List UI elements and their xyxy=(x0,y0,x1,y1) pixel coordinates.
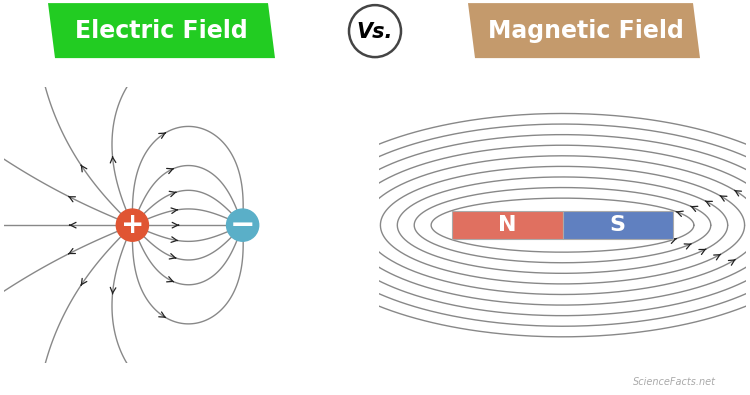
Polygon shape xyxy=(468,3,700,58)
Bar xyxy=(562,211,673,239)
Text: N: N xyxy=(498,215,517,235)
Bar xyxy=(452,211,562,239)
Circle shape xyxy=(116,209,148,241)
Text: Electric Field: Electric Field xyxy=(74,19,248,43)
Text: −: − xyxy=(230,211,255,240)
Text: Magnetic Field: Magnetic Field xyxy=(488,19,684,43)
Text: ScienceFacts.net: ScienceFacts.net xyxy=(633,377,716,387)
Text: Vs.: Vs. xyxy=(357,22,393,42)
Text: S: S xyxy=(610,215,626,235)
Text: +: + xyxy=(121,211,144,239)
Circle shape xyxy=(226,209,259,241)
Polygon shape xyxy=(48,3,275,58)
